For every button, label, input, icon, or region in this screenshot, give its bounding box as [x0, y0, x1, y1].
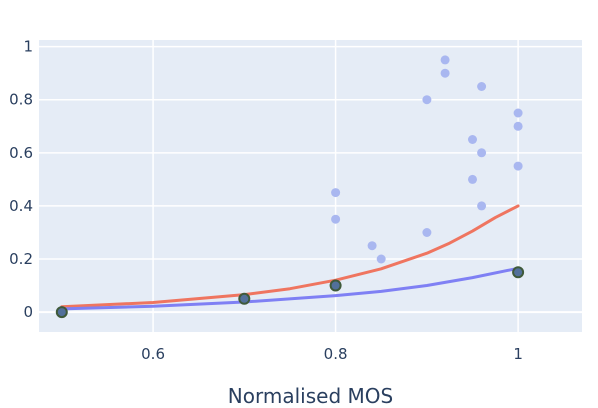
series-line	[60, 266, 520, 311]
scatter-point	[331, 188, 341, 198]
scatter-point	[440, 55, 450, 65]
scatter-point	[422, 228, 432, 237]
scatter-point	[477, 201, 487, 211]
scatter-point	[477, 82, 487, 91]
y-tick-label: 0.8	[9, 91, 33, 109]
scatter-point	[513, 108, 523, 118]
y-tick-label: 0.2	[9, 250, 33, 268]
scatter-point	[468, 135, 477, 144]
scatter-point	[477, 148, 487, 158]
tick-labels: 0.6 0.8 1 0 0.2 0.4 0.6 0.8 1	[9, 38, 523, 363]
scatter-point	[367, 241, 377, 251]
scatter-point	[331, 214, 341, 224]
scatter-point	[422, 95, 432, 105]
y-tick-label: 0.6	[9, 144, 33, 162]
scatter-point	[468, 174, 477, 184]
grid	[39, 40, 582, 332]
x-tick-label: 0.8	[324, 345, 348, 363]
series	[55, 55, 525, 319]
scatter-point	[238, 292, 251, 305]
x-tick-label: 1	[513, 345, 523, 363]
scatter-point	[440, 68, 450, 78]
y-tick-label: 1	[23, 38, 33, 56]
x-axis-title: Normalised MOS	[228, 384, 393, 408]
scatter-point	[55, 306, 68, 319]
y-tick-label: 0	[23, 303, 33, 321]
y-tick-label: 0.4	[9, 197, 33, 215]
scatter-point	[513, 121, 523, 131]
series-line	[60, 204, 520, 309]
scatter-point	[512, 266, 525, 279]
scatter-point	[329, 279, 342, 292]
scatter-point	[513, 161, 523, 171]
plot-background	[39, 40, 582, 332]
scatter-point	[376, 254, 386, 264]
x-tick-label: 0.6	[141, 345, 165, 363]
